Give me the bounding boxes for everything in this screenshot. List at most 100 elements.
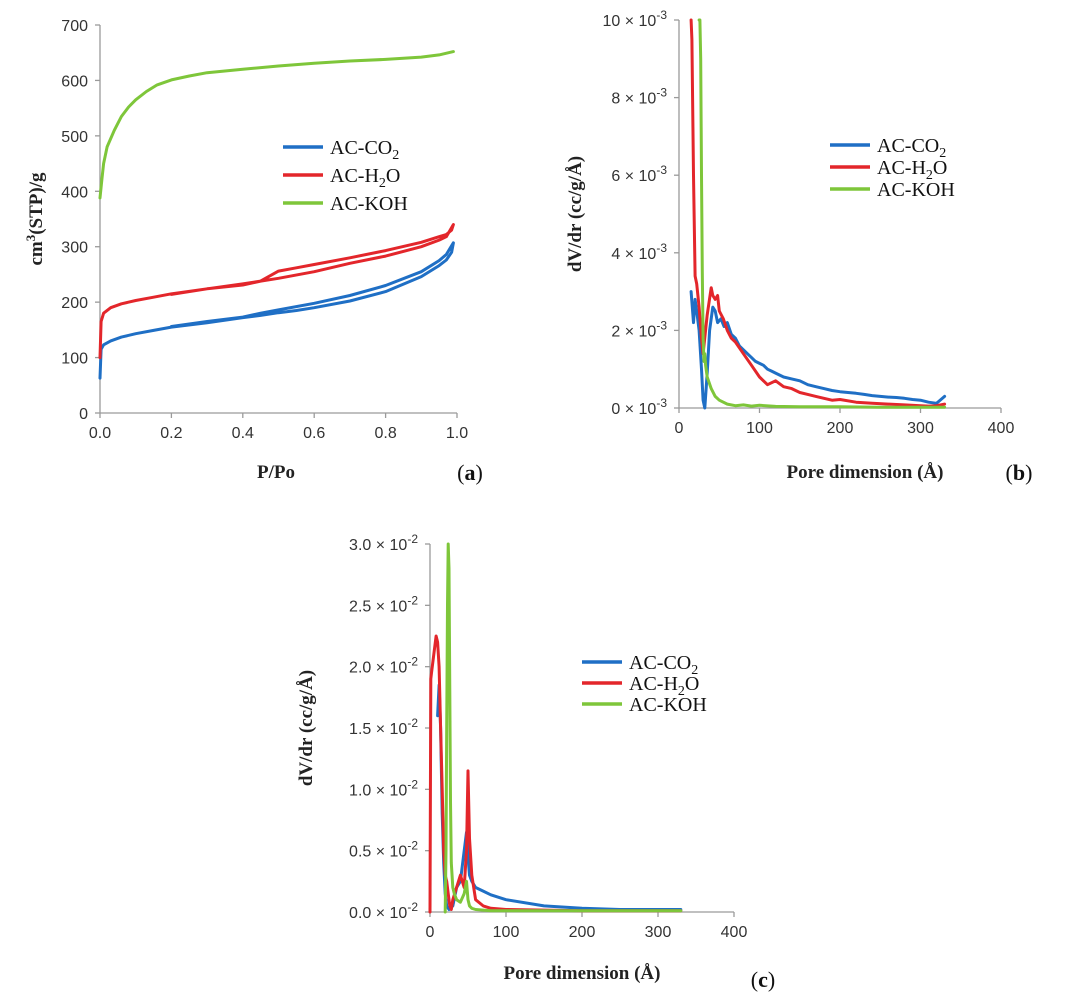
- panel-label: (c): [751, 967, 775, 992]
- panel-label-close-paren: ): [768, 967, 775, 992]
- y-tick-exponent: -2: [407, 532, 418, 546]
- y-tick-exponent: -3: [656, 86, 667, 100]
- y-tick-times-ten: × 10: [371, 660, 407, 677]
- legend-label-ac-h2o: AC-H2O: [877, 157, 947, 183]
- y-tick-exponent: -3: [656, 8, 667, 22]
- x-tick-label: 200: [569, 924, 596, 941]
- panel-label-close-paren: ): [476, 460, 483, 485]
- y-tick-exponent: -3: [656, 163, 667, 177]
- legend-label-subscript: 2: [392, 148, 399, 163]
- legend-label-main: AC-CO: [629, 652, 691, 674]
- legend-label-main: AC-H: [877, 157, 926, 179]
- legend-label-main: AC-KOH: [629, 694, 707, 716]
- series-line-ac-koh: [697, 18, 947, 409]
- series-line-ac-co2: [689, 290, 947, 410]
- panel-label-letter: a: [465, 460, 476, 485]
- panel-label-close-paren: ): [1025, 460, 1032, 485]
- legend-label-tail: O: [933, 157, 947, 179]
- y-tick-label: 100: [61, 351, 88, 368]
- y-tick-value: 0: [611, 401, 620, 418]
- y-tick-times-ten: × 10: [371, 905, 407, 922]
- y-tick-exponent: -2: [407, 839, 418, 853]
- x-tick-label: 400: [721, 924, 748, 941]
- y-axis-title: dV/dr (cc/g/Å): [565, 156, 586, 272]
- legend-label-ac-koh: AC-KOH: [629, 694, 707, 716]
- panel-label-letter: b: [1013, 460, 1025, 485]
- x-axis-title: Pore dimension (Å): [787, 462, 944, 483]
- y-tick-value: 8: [611, 91, 620, 108]
- x-tick-label: 0: [426, 924, 435, 941]
- legend-label-tail: O: [685, 673, 699, 695]
- y-tick-label: 600: [61, 73, 88, 90]
- y-tick-times-ten: × 10: [620, 13, 656, 30]
- y-tick-exponent: -2: [407, 900, 418, 914]
- panel-label: (a): [457, 460, 483, 485]
- y-tick-label: 2.5 × 10-2: [349, 593, 418, 615]
- y-tick-times-ten: × 10: [371, 598, 407, 615]
- legend-label-ac-co2: AC-CO2: [330, 137, 399, 163]
- y-tick-times-ten: × 10: [371, 844, 407, 861]
- series-line-ac-co2: [436, 683, 683, 911]
- series-line-ac-h2o: [428, 634, 683, 914]
- x-tick-label: 100: [493, 924, 520, 941]
- x-tick-label: 300: [645, 924, 672, 941]
- x-tick-label: 400: [988, 420, 1015, 437]
- x-axis-title: P/Po: [257, 462, 295, 483]
- panel-label: (b): [1006, 460, 1033, 485]
- x-axis-title: Pore dimension (Å): [504, 963, 661, 984]
- y-tick-times-ten: × 10: [620, 401, 656, 418]
- legend-label-ac-co2: AC-CO2: [629, 652, 698, 678]
- legend-label-ac-h2o: AC-H2O: [330, 165, 400, 191]
- legend-label-ac-koh: AC-KOH: [330, 193, 408, 215]
- y-tick-label: 500: [61, 129, 88, 146]
- y-tick-times-ten: × 10: [620, 91, 656, 108]
- y-tick-value: 0.5: [349, 844, 371, 861]
- y-tick-exponent: -2: [407, 593, 418, 607]
- y-tick-label: 200: [61, 295, 88, 312]
- panel-label-open-paren: (: [457, 460, 464, 485]
- y-tick-label: 300: [61, 240, 88, 257]
- x-tick-label: 300: [907, 420, 934, 437]
- panel-label-open-paren: (: [751, 967, 758, 992]
- y-tick-label: 2.0 × 10-2: [349, 655, 418, 677]
- x-tick-label: 1.0: [446, 425, 468, 442]
- series-line-ac-co2: [98, 241, 455, 380]
- series-line-ac-koh: [98, 50, 455, 200]
- y-tick-value: 2.0: [349, 660, 371, 677]
- y-tick-label: 10 × 10-3: [603, 8, 668, 30]
- y-tick-exponent: -2: [407, 716, 418, 730]
- y-tick-times-ten: × 10: [620, 323, 656, 340]
- panel-label-open-paren: (: [1006, 460, 1013, 485]
- y-tick-value: 3.0: [349, 537, 371, 554]
- y-tick-times-ten: × 10: [620, 168, 656, 185]
- y-tick-exponent: -3: [656, 241, 667, 255]
- y-tick-exponent: -3: [656, 396, 667, 410]
- y-axis-title: cm3(STP)/g: [23, 172, 47, 266]
- legend-label-main: AC-H: [629, 673, 678, 695]
- x-tick-label: 0.4: [232, 425, 254, 442]
- legend-label-tail: O: [386, 165, 400, 187]
- legend-label-main: AC-CO: [330, 137, 392, 159]
- x-tick-label: 0.0: [89, 425, 111, 442]
- y-tick-times-ten: × 10: [371, 782, 407, 799]
- y-axis-title-unit: cm: [26, 241, 47, 265]
- y-tick-value: 10: [603, 13, 621, 30]
- y-tick-label: 6 × 10-3: [611, 163, 667, 185]
- x-tick-label: 0.6: [303, 425, 325, 442]
- y-tick-label: 4 × 10-3: [611, 241, 667, 263]
- series-line-ac-h2o: [689, 18, 947, 408]
- y-tick-label: 1.0 × 10-2: [349, 777, 418, 799]
- y-tick-value: 4: [611, 246, 620, 263]
- x-tick-label: 200: [827, 420, 854, 437]
- legend-label-main: AC-H: [330, 165, 379, 187]
- y-tick-value: 2: [611, 323, 620, 340]
- y-tick-exponent: -2: [407, 655, 418, 669]
- x-tick-label: 0.8: [374, 425, 396, 442]
- panel-label-letter: c: [758, 967, 768, 992]
- x-tick-label: 0: [675, 420, 684, 437]
- legend-label-ac-koh: AC-KOH: [877, 179, 955, 201]
- y-tick-label: 0.0 × 10-2: [349, 900, 418, 922]
- legend-label-subscript: 2: [926, 168, 933, 183]
- y-tick-label: 2 × 10-3: [611, 318, 667, 340]
- y-tick-label: 400: [61, 184, 88, 201]
